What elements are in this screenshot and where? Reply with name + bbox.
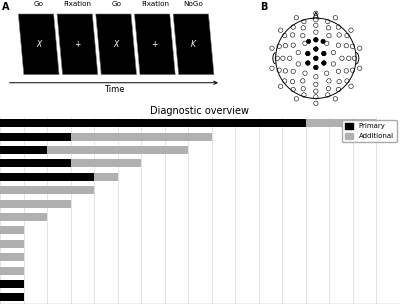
Bar xyxy=(0,293,24,301)
Bar xyxy=(94,173,118,181)
Circle shape xyxy=(321,39,325,43)
Bar xyxy=(0,226,24,234)
Polygon shape xyxy=(57,14,98,74)
Bar xyxy=(0,146,47,154)
Circle shape xyxy=(314,56,318,60)
Text: Go: Go xyxy=(34,1,44,7)
Bar xyxy=(0,253,24,261)
Polygon shape xyxy=(134,14,175,74)
Bar xyxy=(70,159,141,168)
Text: +: + xyxy=(152,40,158,49)
Circle shape xyxy=(306,39,311,43)
Bar xyxy=(70,133,212,141)
Circle shape xyxy=(306,51,310,56)
Bar xyxy=(0,186,94,194)
Polygon shape xyxy=(173,14,214,74)
Text: X: X xyxy=(114,40,119,49)
Text: B: B xyxy=(260,2,267,12)
Text: NoGo: NoGo xyxy=(184,1,204,7)
Polygon shape xyxy=(96,14,136,74)
Text: K: K xyxy=(191,40,196,49)
Bar xyxy=(306,119,376,127)
Circle shape xyxy=(322,51,326,56)
Circle shape xyxy=(322,61,326,65)
Legend: Primary, Additional: Primary, Additional xyxy=(342,120,396,142)
Bar xyxy=(0,119,306,127)
Text: Fixation: Fixation xyxy=(141,1,169,7)
Circle shape xyxy=(314,47,318,51)
Text: X: X xyxy=(36,40,41,49)
Bar xyxy=(47,146,188,154)
Circle shape xyxy=(306,61,310,65)
Text: Fixation: Fixation xyxy=(64,1,92,7)
Bar xyxy=(0,173,94,181)
Text: Go: Go xyxy=(111,1,121,7)
Bar xyxy=(0,213,47,221)
Circle shape xyxy=(322,51,326,56)
Circle shape xyxy=(314,56,318,60)
Text: +: + xyxy=(74,40,81,49)
Circle shape xyxy=(314,65,318,70)
Circle shape xyxy=(314,47,318,51)
Polygon shape xyxy=(18,14,59,74)
Bar xyxy=(0,280,24,288)
Bar xyxy=(0,159,70,168)
Bar xyxy=(0,240,24,248)
Bar xyxy=(0,199,70,208)
Title: Diagnostic overview: Diagnostic overview xyxy=(150,106,250,116)
Circle shape xyxy=(314,38,318,42)
Text: A: A xyxy=(2,2,10,12)
Bar xyxy=(0,267,24,275)
Text: Time: Time xyxy=(104,85,124,94)
Circle shape xyxy=(306,51,310,56)
Bar xyxy=(0,133,70,141)
